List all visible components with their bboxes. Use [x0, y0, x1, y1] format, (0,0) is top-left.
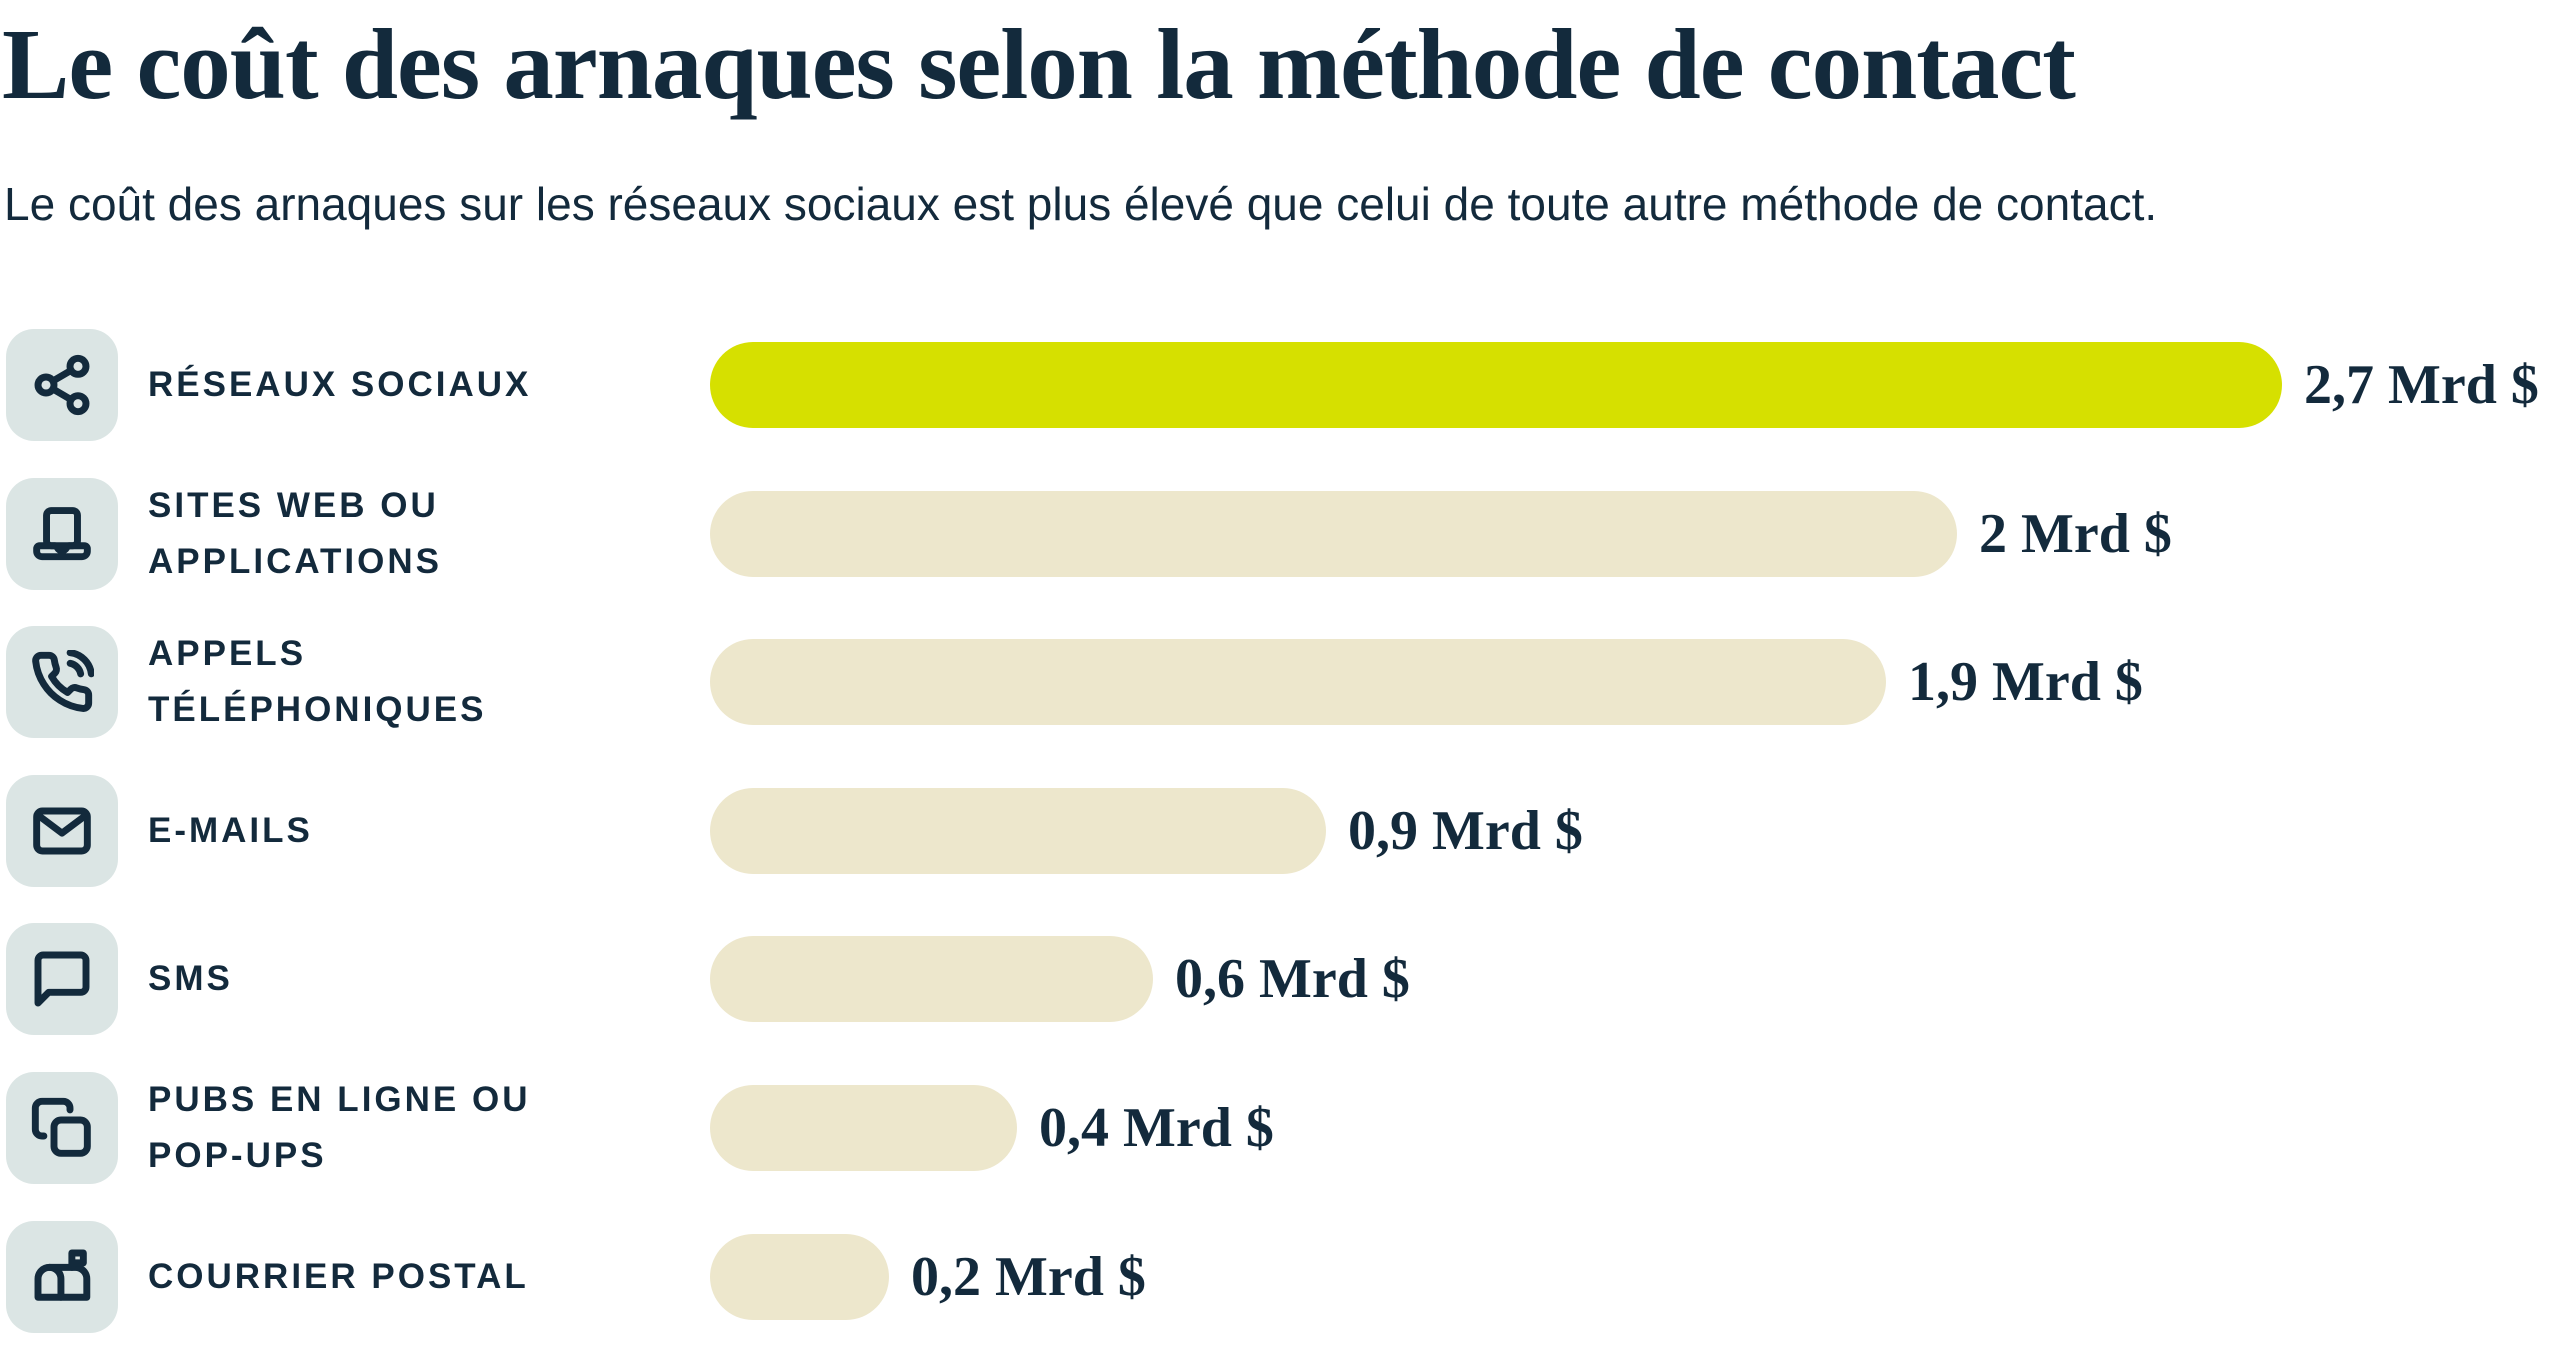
category-icon-box	[6, 774, 118, 887]
page-subtitle: Le coût des arnaques sur les réseaux soc…	[4, 178, 2158, 230]
bar	[710, 1233, 889, 1320]
value-label: 0,6 Mrd $	[1175, 948, 1410, 1011]
category-label: E-MAILS	[148, 810, 313, 850]
bar-track: 2 Mrd $	[710, 490, 2554, 577]
bar-track: 0,2 Mrd $	[710, 1233, 2554, 1320]
category-label: RÉSEAUX SOCIAUX	[148, 365, 532, 404]
mailbox-icon	[34, 1249, 91, 1301]
chart-row: E-MAILS 0,9 Mrd $	[6, 774, 2554, 887]
bar-highlighted	[710, 342, 2282, 428]
chart-row: SITES WEB OU APPLICATIONS 2 Mrd $	[6, 477, 2554, 590]
category-label: PUBS EN LIGNE OU POP-UPS	[148, 1079, 531, 1175]
chart-row: APPELS TÉLÉPHONIQUES 1,9 Mrd $	[6, 626, 2554, 739]
value-label: 0,2 Mrd $	[911, 1245, 1146, 1308]
bar-track: 1,9 Mrd $	[710, 639, 2554, 726]
bar	[710, 490, 1957, 577]
value-label: 1,9 Mrd $	[1908, 651, 2143, 714]
bar	[710, 787, 1326, 874]
category-icon-box	[6, 1071, 118, 1184]
bar	[710, 639, 1886, 726]
value-label: 2 Mrd $	[1979, 502, 2172, 565]
page-title: Le coût des arnaques selon la méthode de…	[2, 8, 2076, 120]
laptop-icon	[33, 506, 91, 560]
bar	[710, 1084, 1017, 1171]
copy-windows-icon	[31, 1097, 91, 1157]
value-label: 0,9 Mrd $	[1348, 799, 1583, 862]
bar-track: 2,7 Mrd $	[710, 342, 2554, 428]
category-label: COURRIER POSTAL	[148, 1256, 529, 1296]
value-label: 2,7 Mrd $	[2304, 354, 2539, 416]
share-icon	[34, 354, 90, 416]
category-icon-box	[6, 1220, 118, 1333]
chart-row: SMS 0,6 Mrd $	[6, 923, 2554, 1036]
category-icon-box	[6, 626, 118, 739]
bar-track: 0,4 Mrd $	[710, 1084, 2554, 1171]
bar-track: 0,6 Mrd $	[710, 936, 2554, 1023]
bar-track: 0,9 Mrd $	[710, 787, 2554, 874]
chart-row: RÉSEAUX SOCIAUX 2,7 Mrd $	[6, 329, 2554, 441]
category-label: SITES WEB OU APPLICATIONS	[148, 485, 442, 581]
value-label: 0,4 Mrd $	[1039, 1096, 1274, 1159]
message-bubble-icon	[34, 951, 90, 1007]
mail-icon	[33, 807, 91, 855]
bar	[710, 936, 1153, 1023]
chart-row: COURRIER POSTAL 0,2 Mrd $	[6, 1220, 2554, 1333]
category-icon-box	[6, 477, 118, 590]
category-label: APPELS TÉLÉPHONIQUES	[148, 634, 487, 730]
category-icon-box	[6, 923, 118, 1036]
chart-row: PUBS EN LIGNE OU POP-UPS 0,4 Mrd $	[6, 1071, 2554, 1184]
category-label: SMS	[148, 959, 233, 999]
phone-call-icon	[32, 650, 94, 713]
category-icon-box	[6, 329, 118, 441]
bar-chart: RÉSEAUX SOCIAUX 2,7 Mrd $ SITES WEB OU APPL…	[6, 329, 2554, 1333]
